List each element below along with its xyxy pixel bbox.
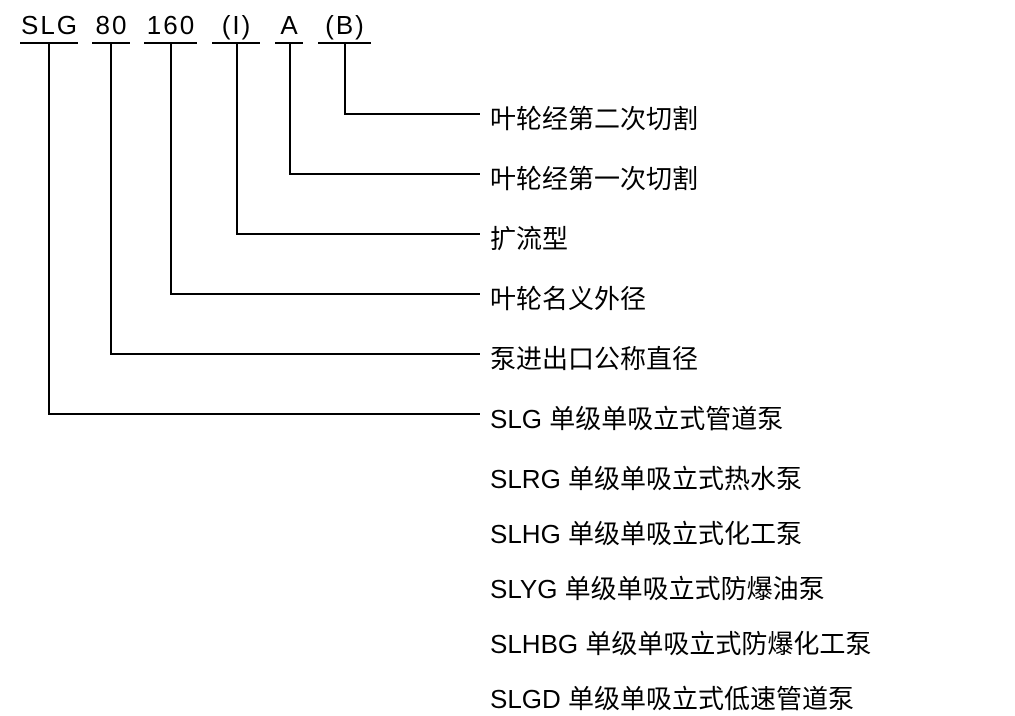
model-code-diagram: { "codeParts": [ {"text": "SLG", "x": 20…: [0, 0, 1015, 714]
horizontal-line-3: [236, 233, 480, 235]
extra-description-4: SLGD 单级单吸立式低速管道泵: [490, 679, 854, 716]
description-3: 扩流型: [490, 219, 568, 256]
extra-description-0: SLRG 单级单吸立式热水泵: [490, 459, 802, 496]
description-1: 泵进出口公称直径: [490, 339, 698, 376]
description-5: 叶轮经第二次切割: [490, 99, 698, 136]
code-part-4: A: [275, 10, 305, 41]
vertical-line-4: [289, 42, 291, 173]
description-2: 叶轮名义外径: [490, 279, 646, 316]
vertical-line-2: [170, 42, 172, 293]
description-4: 叶轮经第一次切割: [490, 159, 698, 196]
code-part-3: (I): [212, 10, 262, 41]
horizontal-line-5: [344, 113, 480, 115]
description-0: SLG 单级单吸立式管道泵: [490, 399, 783, 436]
extra-description-2: SLYG 单级单吸立式防爆油泵: [490, 569, 825, 606]
horizontal-line-1: [110, 353, 480, 355]
horizontal-line-0: [48, 413, 480, 415]
vertical-line-0: [48, 42, 50, 413]
code-part-5: (B): [318, 10, 373, 41]
vertical-line-5: [344, 42, 346, 113]
horizontal-line-4: [289, 173, 480, 175]
code-part-2: 160: [144, 10, 199, 41]
code-part-1: 80: [92, 10, 132, 41]
code-part-0: SLG: [20, 10, 80, 41]
horizontal-line-2: [170, 293, 480, 295]
extra-description-1: SLHG 单级单吸立式化工泵: [490, 514, 802, 551]
vertical-line-3: [236, 42, 238, 233]
vertical-line-1: [110, 42, 112, 353]
extra-description-3: SLHBG 单级单吸立式防爆化工泵: [490, 624, 871, 661]
